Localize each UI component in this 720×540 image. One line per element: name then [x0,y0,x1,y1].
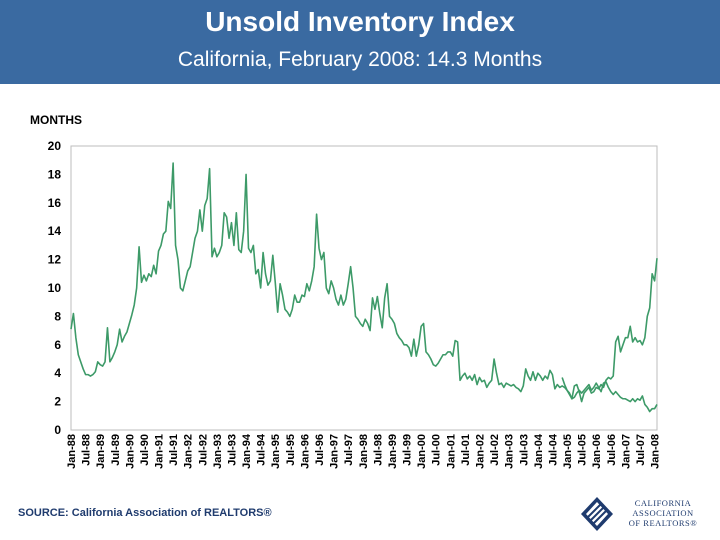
x-tick-label: Jan-01 [445,434,457,469]
x-tick-label: Jan-97 [329,434,341,469]
x-tick-label: Jul-89 [110,434,122,466]
x-tick-label: Jul-97 [343,434,355,466]
y-tick-label: 18 [48,167,62,181]
x-tick-label: Jan-95 [270,434,282,469]
x-tick-label: Jul-91 [168,434,180,466]
x-tick-label: Jul-01 [460,434,472,466]
x-tick-label: Jul-00 [431,434,443,466]
y-axis-ticks: 0 2 4 6 8 10 12 14 16 18 20 [48,139,62,437]
y-tick-label: 0 [54,423,61,437]
x-tick-label: Jan-91 [154,434,166,469]
series-line-0 [70,162,658,413]
x-tick-label: Jul-88 [81,434,93,466]
y-tick-label: 10 [48,281,62,295]
logo-line-2: ASSOCIATION [632,508,694,518]
x-tick-label: Jan-08 [650,434,662,469]
x-tick-label: Jan-04 [533,433,545,469]
x-tick-label: Jul-96 [314,434,326,466]
x-tick-label: Jul-06 [606,434,618,466]
y-tick-label: 2 [54,395,61,409]
y-tick-label: 6 [54,338,61,352]
x-tick-label: Jan-07 [620,434,632,469]
y-tick-label: 4 [54,366,61,380]
y-axis-label: MONTHS [30,113,82,127]
x-axis-ticks: Jan-88 Jul-88 Jan-89 Jul-89 Jan-90 Jul-90 Jan-… [66,433,662,469]
x-tick-label: Jul-04 [547,433,559,466]
x-tick-label: Jul-99 [402,434,414,466]
plot-frame [70,145,658,431]
y-tick-label: 12 [48,253,62,267]
x-tick-label: Jul-93 [226,434,238,466]
car-logo-text: CALIFORNIA ASSOCIATION OF REALTORS® [618,498,708,528]
x-tick-label: Jan-00 [416,434,428,469]
x-tick-label: Jan-98 [358,434,370,469]
x-tick-label: Jul-07 [635,434,647,466]
x-tick-label: Jan-90 [124,434,136,469]
x-tick-label: Jan-93 [212,434,224,469]
x-tick-label: Jan-92 [183,434,195,469]
x-tick-label: Jul-92 [197,434,209,466]
x-tick-label: Jan-05 [562,434,574,469]
series-line-1 [561,258,658,403]
x-tick-label: Jul-98 [372,434,384,466]
x-tick-label: Jul-90 [139,434,151,466]
x-tick-label: Jan-06 [591,434,603,469]
chart-subtitle: California, February 2008: 14.3 Months [177,48,543,71]
logo-line-1: CALIFORNIA [634,498,692,508]
x-tick-label: Jan-99 [387,434,399,469]
y-tick-label: 20 [48,139,62,153]
x-tick-label: Jul-03 [518,434,530,466]
y-tick-label: 14 [48,224,62,238]
x-tick-label: Jul-95 [285,434,297,466]
x-tick-label: Jul-02 [489,434,501,466]
x-tick-label: Jul-94 [256,433,268,466]
car-logo: CALIFORNIA ASSOCIATION OF REALTORS® [580,494,710,534]
source-note: SOURCE: California Association of REALTO… [18,507,272,519]
y-tick-label: 8 [54,309,61,323]
x-tick-label: Jul-05 [577,434,589,466]
x-tick-label: Jan-94 [241,433,253,469]
y-tick-label: 16 [48,196,62,210]
x-tick-label: Jan-03 [504,434,516,469]
car-emblem-icon [581,497,613,531]
chart-title: Unsold Inventory Index [205,6,515,37]
x-tick-label: Jan-89 [95,434,107,469]
x-tick-label: Jan-02 [474,434,486,469]
header-banner: Unsold Inventory Index California, Febru… [0,0,720,84]
series-group [70,162,658,413]
logo-line-3: OF REALTORS® [628,518,698,528]
x-tick-label: Jan-88 [66,434,78,469]
x-tick-label: Jan-96 [299,434,311,469]
